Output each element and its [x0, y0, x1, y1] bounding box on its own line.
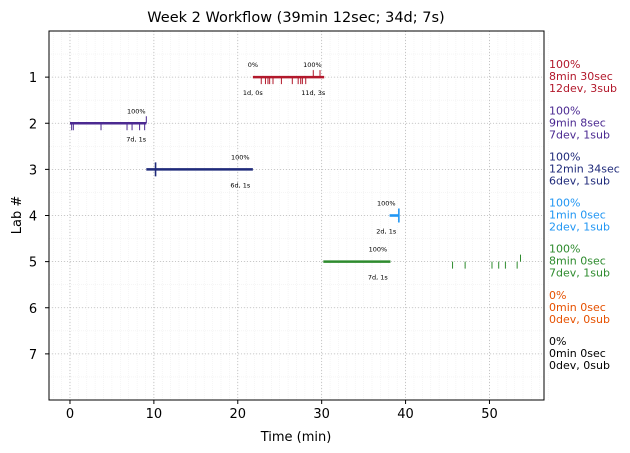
lab-1-end-label: 100% [303, 61, 322, 69]
y-tick-label: 4 [29, 210, 37, 225]
lab-5-summary-line: 100% [549, 243, 580, 256]
lab-2-summary-line: 7dev, 1sub [549, 128, 610, 141]
chart-title: Week 2 Workflow (39min 12sec; 34d; 7s) [147, 10, 444, 26]
x-tick-label: 0 [66, 407, 74, 422]
y-axis-label: Lab # [10, 196, 25, 235]
x-tick-label: 30 [313, 407, 330, 422]
y-tick-label: 7 [29, 348, 37, 363]
lab-3-summary-line: 12min 34sec [549, 162, 620, 175]
lab-2-bottom-right-label: 7d, 1s [126, 135, 147, 143]
lab-4-summary-line: 2dev, 1sub [549, 221, 610, 234]
lab-7-summary-line: 0dev, 0sub [549, 359, 610, 372]
x-tick-label: 10 [146, 407, 163, 422]
lab-2-end-label: 100% [127, 107, 146, 115]
lab-5-summary-line: 7dev, 1sub [549, 267, 610, 280]
y-tick-label: 6 [29, 302, 37, 317]
lab-1-bottom-right-label: 11d, 3s [301, 89, 326, 97]
y-tick-label: 3 [29, 163, 37, 178]
y-tick-label: 1 [29, 71, 37, 86]
lab-7-summary-line: 0min 0sec [549, 347, 606, 360]
lab-1-bottom-left-label: 1d, 0s [243, 89, 264, 97]
lab-6-summary-line: 0dev, 0sub [549, 313, 610, 326]
lab-2-summary-line: 100% [549, 104, 580, 117]
lab-1-summary-line: 12dev, 3sub [549, 82, 617, 95]
x-tick-label: 40 [397, 407, 414, 422]
lab-3-end-label: 100% [231, 153, 250, 161]
lab-4-end-label: 100% [377, 200, 396, 208]
lab-5-end-label: 100% [369, 246, 388, 254]
x-axis-label: Time (min) [260, 430, 332, 445]
lab-1-summary-line: 100% [549, 58, 580, 71]
x-tick-label: 20 [229, 407, 246, 422]
plot-area: 0 10 20 30 40 50 1 2 3 4 5 6 7 0% 100% 1d, 0s 11d, 3s 100… [29, 30, 620, 422]
y-tick-label: 2 [29, 117, 37, 132]
y-tick-label: 5 [29, 256, 37, 271]
x-tick-label: 50 [481, 407, 498, 422]
lab-3-summary-line: 100% [549, 150, 580, 163]
lab-7-summary-line: 0% [549, 335, 566, 348]
lab-3-bottom-right-label: 6d, 1s [230, 181, 251, 189]
lab-5-bottom-right-label: 7d, 1s [368, 274, 389, 282]
lab-6-summary-line: 0min 0sec [549, 301, 606, 314]
lab-2-summary-line: 9min 8sec [549, 116, 606, 129]
lab-1-start-label: 0% [248, 61, 258, 69]
lab-4-bottom-right-label: 2d, 1s [376, 228, 397, 236]
lab-6-summary-line: 0% [549, 289, 566, 302]
lab-4-summary-line: 100% [549, 197, 580, 210]
lab-4-summary-line: 1min 0sec [549, 209, 606, 222]
lab-3-summary-line: 6dev, 1sub [549, 174, 610, 187]
lab-1-summary-line: 8min 30sec [549, 70, 613, 83]
lab-5-summary-line: 8min 0sec [549, 255, 606, 268]
